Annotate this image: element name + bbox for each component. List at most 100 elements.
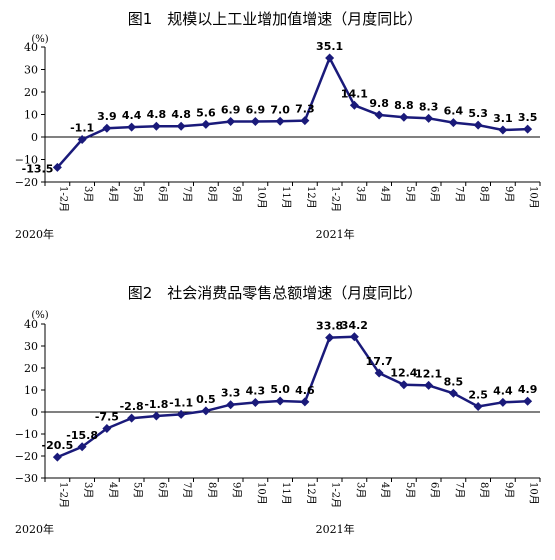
chart2-data-point — [498, 397, 508, 407]
chart1-data-label: -13.5 — [22, 162, 54, 175]
chart2-data-point — [176, 409, 186, 419]
chart2-x-tick-label: 9月 — [503, 482, 515, 498]
chart1-data-point — [176, 121, 186, 131]
chart2-data-label: 8.5 — [444, 375, 464, 388]
chart1-data-point — [325, 53, 335, 63]
chart1-y-tick-label: 30 — [24, 64, 38, 77]
chart1-data-label: 3.5 — [518, 111, 538, 124]
chart2-data-point — [201, 406, 211, 416]
chart2-data-label: 4.6 — [295, 384, 315, 397]
chart1-year-label: 2020年 — [15, 227, 54, 241]
chart2-y-tick-label: −20 — [15, 450, 38, 463]
chart2-title: 图2 社会消费品零售总额增速（月度同比） — [128, 284, 423, 302]
chart1: −20 −10 0 10 20 30 40 1-2月 3月 4月 5月 6月 7月 8月 9月 10月 11月 1… — [15, 40, 541, 241]
chart2-data-point — [102, 424, 112, 433]
chart1-data-point — [473, 120, 483, 130]
chart2-data-label: 4.4 — [493, 384, 513, 397]
chart1-x-tick-label: 6月 — [156, 186, 168, 202]
chart1-x-tick-label: 3月 — [82, 186, 94, 202]
chart1-x-tick-label: 10月 — [255, 186, 267, 209]
chart1-data-point — [52, 162, 62, 172]
chart1-x-tick-label: 6月 — [429, 186, 441, 202]
chart2-data-point — [127, 413, 137, 423]
chart1-x-tick-label: 4月 — [107, 186, 119, 202]
chart1-data-label: 4.8 — [147, 108, 167, 121]
chart1-x-tick-label: 7月 — [453, 186, 465, 202]
chart1-data-label: 14.1 — [341, 87, 368, 100]
chart1-data-label: 35.1 — [316, 40, 343, 53]
chart2-data-point — [52, 452, 62, 462]
chart2-year-label: 2021年 — [316, 522, 355, 536]
chart2-data-label: -7.5 — [95, 411, 119, 424]
chart2-data-label: 33.8 — [316, 320, 343, 333]
chart1-x-tick-label: 8月 — [206, 186, 218, 202]
chart1-x-tick-label: 4月 — [379, 186, 391, 202]
chart1-data-label: 7.0 — [270, 103, 290, 116]
chart2-x-tick-label: 7月 — [453, 482, 465, 498]
chart1-x-tick-label: 8月 — [478, 186, 490, 202]
chart1-y-tick-label: −20 — [15, 176, 38, 189]
chart2-x-tick-label: 6月 — [429, 482, 441, 498]
chart2-x-tick-label: 8月 — [478, 482, 490, 498]
chart2-x-tick-label: 6月 — [156, 482, 168, 498]
chart1-data-label: 5.3 — [468, 107, 488, 120]
chart1-year-label: 2021年 — [316, 227, 355, 241]
chart1-data-label: 8.8 — [394, 99, 414, 112]
chart2-data-point — [226, 400, 236, 410]
chart1-y-tick-label: 20 — [24, 86, 38, 99]
chart2-y-tick-label: −10 — [15, 428, 38, 441]
chart1-x-tick-label: 9月 — [503, 186, 515, 202]
chart2-data-label: 12.1 — [415, 367, 442, 380]
chart1-data-point — [448, 118, 458, 128]
chart2-y-tick-label: 20 — [24, 362, 38, 375]
chart2-data-point — [275, 396, 285, 406]
chart2-x-tick-label: 11月 — [280, 482, 292, 505]
chart2-x-tick-label: 4月 — [379, 482, 391, 498]
chart1-x-tick-label: 3月 — [354, 186, 366, 202]
chart2-unit-label: (%) — [31, 310, 48, 321]
chart2-x-tick-label: 3月 — [354, 482, 366, 498]
chart1-y-tick-label: −10 — [15, 154, 38, 167]
chart1-y-tick-label: 40 — [24, 41, 38, 54]
chart2-data-point — [448, 388, 458, 398]
chart1-data-label: 8.3 — [419, 100, 439, 113]
chart2-x-tick-label: 8月 — [206, 482, 218, 498]
chart2-data-label: 12.4 — [390, 367, 417, 380]
chart1-x-tick-label: 12月 — [305, 186, 317, 209]
chart1-data-point — [77, 134, 87, 144]
chart1-data-point — [250, 116, 260, 126]
chart2-x-tick-label: 10月 — [255, 482, 267, 505]
chart2-x-tick-label: 7月 — [181, 482, 193, 498]
chart1-data-point — [151, 121, 161, 131]
chart2-data-label: -15.8 — [66, 429, 98, 442]
chart1-x-tick-label: 5月 — [404, 186, 416, 202]
chart2-x-tick-label: 9月 — [231, 482, 243, 498]
chart2-data-point — [77, 442, 87, 452]
chart2-data-label: 2.5 — [468, 389, 488, 402]
chart2-year-label: 2020年 — [15, 522, 54, 536]
chart2-x-tick-label: 10月 — [528, 482, 540, 505]
chart2-x-tick-label: 5月 — [132, 482, 144, 498]
chart1-x-tick-label: 1-2月 — [57, 186, 69, 212]
chart1-y-tick-label: 10 — [24, 109, 38, 122]
chart1-data-point — [349, 100, 359, 110]
chart2-y-tick-label: 30 — [24, 340, 38, 353]
chart2-data-point — [325, 333, 335, 343]
chart2-data-label: -1.8 — [144, 398, 168, 411]
chart1-data-label: 5.6 — [196, 106, 216, 119]
chart1-data-point — [399, 112, 409, 122]
chart1-data-label: 3.1 — [493, 112, 513, 125]
chart2-x-tick-label: 12月 — [305, 482, 317, 505]
chart1-data-label: 4.4 — [122, 109, 142, 122]
chart1-data-point — [226, 116, 236, 126]
chart1-unit-label: (%) — [31, 34, 48, 45]
chart2-data-label: 5.0 — [270, 383, 290, 396]
chart1-data-point — [300, 116, 310, 126]
chart2-data-label: 3.3 — [221, 387, 241, 400]
chart1-data-point — [102, 123, 112, 133]
chart1-title: 图1 规模以上工业增加值增速（月度同比） — [128, 10, 423, 28]
chart2-data-point — [151, 411, 161, 421]
chart2-x-tick-label: 3月 — [82, 482, 94, 498]
